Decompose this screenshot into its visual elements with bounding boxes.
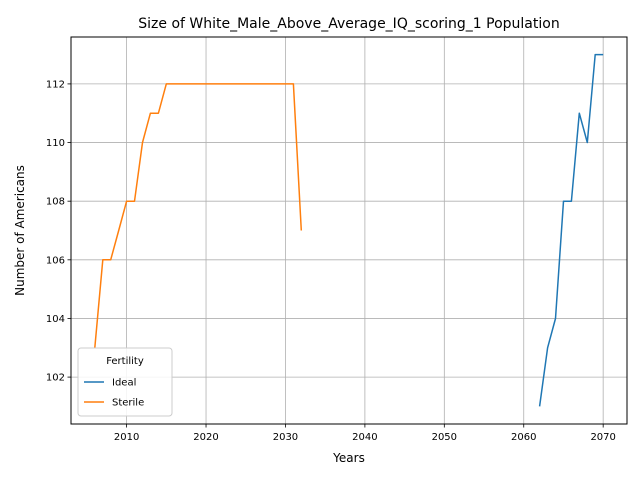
y-axis-ticks: 102 104 106 108 110 112 — [46, 79, 71, 384]
y-tick-label: 110 — [46, 138, 65, 149]
legend-box — [77, 347, 173, 417]
legend-label-ideal: Ideal — [112, 378, 136, 389]
x-tick-label: 2030 — [273, 432, 298, 443]
legend-label-sterile: Sterile — [112, 398, 144, 409]
x-axis-label: Years — [332, 451, 365, 465]
x-axis-ticks: 2010 2020 2030 2040 2050 2060 2070 — [114, 424, 616, 443]
y-tick-label: 102 — [46, 373, 65, 384]
x-tick-label: 2010 — [114, 432, 139, 443]
series-line-ideal — [538, 53, 604, 407]
x-tick-label: 2050 — [432, 432, 457, 443]
series-line-sterile — [94, 83, 303, 348]
y-tick-label: 104 — [46, 314, 65, 325]
x-tick-label: 2060 — [511, 432, 536, 443]
y-tick-label: 106 — [46, 255, 65, 266]
x-tick-label: 2020 — [193, 432, 218, 443]
plot-frame — [70, 36, 628, 425]
x-tick-label: 2070 — [590, 432, 615, 443]
x-tick-label: 2040 — [352, 432, 377, 443]
y-axis-label: Number of Americans — [13, 165, 27, 296]
legend-title: Fertility — [106, 356, 144, 367]
series-lines — [94, 53, 604, 407]
y-tick-label: 108 — [46, 197, 65, 208]
y-tick-label: 112 — [46, 79, 65, 90]
legend: Fertility Ideal Sterile — [77, 347, 173, 417]
chart-title: Size of White_Male_Above_Average_IQ_scor… — [138, 16, 559, 32]
